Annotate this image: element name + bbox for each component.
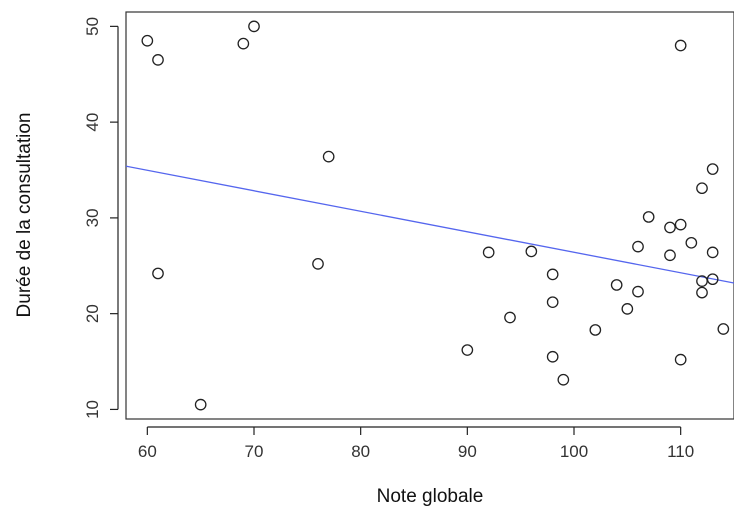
data-point (546, 268, 559, 281)
x-axis: 60 70 80 90 100 110 (138, 426, 694, 461)
data-point (248, 20, 260, 33)
x-tick-label: 80 (351, 442, 370, 461)
data-point (525, 245, 538, 258)
plot-box (125, 11, 734, 420)
data-point (152, 267, 164, 280)
data-point (610, 279, 623, 291)
x-tick-label: 100 (560, 442, 588, 461)
data-point (482, 246, 495, 259)
data-point (685, 236, 698, 249)
points-layer (141, 20, 730, 411)
y-tick-label: 20 (83, 304, 102, 323)
data-point (322, 150, 335, 163)
data-point (504, 311, 516, 324)
data-point (546, 296, 559, 309)
data-point (461, 344, 474, 356)
data-point (312, 258, 324, 270)
data-point (674, 353, 687, 366)
data-point (642, 211, 655, 223)
y-axis-title: Durée de la consultation (14, 113, 35, 318)
x-tick-label: 90 (458, 442, 477, 461)
data-point (557, 373, 570, 386)
data-point (664, 221, 676, 234)
y-tick-label: 40 (83, 113, 102, 132)
y-tick-label: 10 (83, 400, 102, 419)
data-point (706, 163, 719, 175)
data-point (717, 323, 730, 335)
y-axis: 10 20 30 40 50 (83, 17, 119, 419)
data-point (632, 240, 644, 253)
data-point (237, 37, 250, 50)
data-point (621, 303, 634, 315)
data-point (696, 286, 708, 299)
data-point (706, 246, 719, 259)
y-tick-label: 50 (83, 17, 102, 36)
data-point (589, 324, 602, 336)
x-tick-label: 70 (245, 442, 264, 461)
data-point (664, 249, 676, 262)
data-point (706, 273, 719, 286)
x-axis-title: Note globale (377, 486, 484, 507)
data-point (632, 285, 644, 298)
data-point (194, 398, 207, 411)
y-tick-label: 30 (83, 208, 102, 227)
x-tick-label: 60 (138, 442, 157, 461)
data-point (141, 34, 154, 47)
data-point (546, 350, 559, 363)
regression-line (125, 165, 734, 284)
regression-layer (125, 165, 734, 284)
x-tick-label: 110 (667, 442, 694, 461)
data-point (152, 54, 164, 66)
data-point (696, 182, 708, 195)
data-point (674, 39, 687, 52)
data-point (674, 218, 687, 231)
